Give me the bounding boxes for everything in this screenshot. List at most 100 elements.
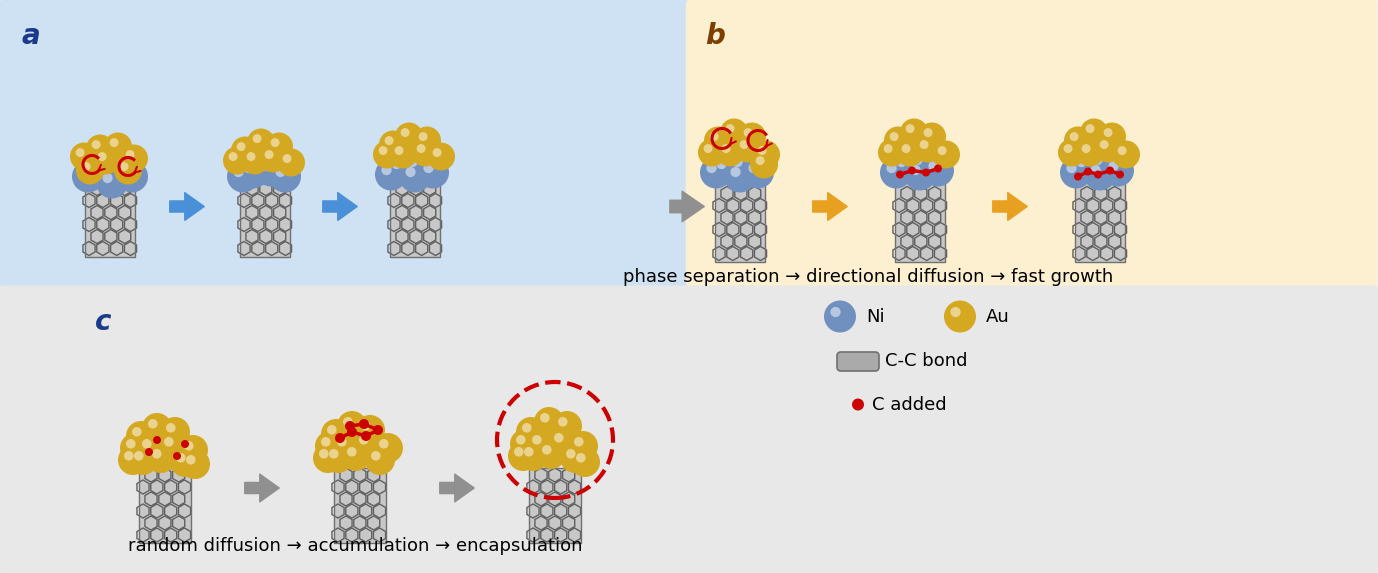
Circle shape <box>335 433 344 443</box>
FancyBboxPatch shape <box>85 179 135 257</box>
Circle shape <box>886 163 897 173</box>
Circle shape <box>395 123 423 151</box>
Circle shape <box>136 433 165 463</box>
Circle shape <box>1082 144 1090 153</box>
Text: Ni: Ni <box>865 308 885 325</box>
Circle shape <box>343 417 353 427</box>
Circle shape <box>755 156 765 165</box>
FancyArrowPatch shape <box>440 474 474 502</box>
Circle shape <box>554 433 564 442</box>
Circle shape <box>401 151 433 182</box>
Circle shape <box>710 132 718 141</box>
Circle shape <box>96 167 128 198</box>
Circle shape <box>540 413 550 423</box>
Circle shape <box>548 427 577 457</box>
Circle shape <box>740 140 748 149</box>
Circle shape <box>142 439 152 449</box>
FancyBboxPatch shape <box>240 179 289 257</box>
FancyBboxPatch shape <box>0 285 1378 573</box>
Circle shape <box>353 429 383 459</box>
Circle shape <box>124 451 134 461</box>
Circle shape <box>717 159 726 169</box>
Circle shape <box>347 447 357 457</box>
Circle shape <box>405 167 416 177</box>
Circle shape <box>896 139 925 167</box>
Circle shape <box>321 437 331 446</box>
Circle shape <box>419 132 427 141</box>
Circle shape <box>223 147 251 175</box>
Circle shape <box>265 132 294 160</box>
Circle shape <box>408 157 418 167</box>
Text: c: c <box>95 308 112 336</box>
Circle shape <box>1094 135 1122 163</box>
Text: C added: C added <box>872 395 947 414</box>
Circle shape <box>514 447 524 457</box>
Circle shape <box>181 440 189 448</box>
Circle shape <box>885 127 912 155</box>
Circle shape <box>120 162 128 171</box>
Circle shape <box>116 160 147 193</box>
Circle shape <box>233 167 244 177</box>
Circle shape <box>515 417 546 447</box>
Text: random diffusion → accumulation → encapsulation: random diffusion → accumulation → encaps… <box>128 537 583 555</box>
FancyBboxPatch shape <box>715 176 765 261</box>
Circle shape <box>109 159 119 169</box>
Circle shape <box>536 439 566 469</box>
Circle shape <box>901 144 911 153</box>
FancyArrowPatch shape <box>813 193 847 221</box>
Circle shape <box>316 431 344 461</box>
Circle shape <box>125 421 156 451</box>
FancyBboxPatch shape <box>894 176 945 261</box>
Circle shape <box>259 144 287 172</box>
Circle shape <box>937 146 947 155</box>
Circle shape <box>904 159 936 190</box>
Circle shape <box>145 448 153 456</box>
Circle shape <box>1069 151 1102 182</box>
Circle shape <box>379 131 407 159</box>
FancyArrowPatch shape <box>670 191 704 222</box>
Circle shape <box>338 437 347 446</box>
Circle shape <box>123 167 132 177</box>
Circle shape <box>313 443 343 473</box>
Circle shape <box>522 423 532 433</box>
Circle shape <box>566 449 576 458</box>
Circle shape <box>84 155 116 186</box>
Circle shape <box>852 398 864 410</box>
Circle shape <box>744 128 752 137</box>
Circle shape <box>265 150 274 159</box>
Circle shape <box>270 138 280 147</box>
Circle shape <box>373 433 402 463</box>
Circle shape <box>85 135 114 163</box>
Circle shape <box>923 128 933 137</box>
Circle shape <box>119 445 147 475</box>
FancyBboxPatch shape <box>390 179 440 257</box>
FancyBboxPatch shape <box>0 0 693 288</box>
Circle shape <box>76 156 103 185</box>
Circle shape <box>739 123 766 151</box>
Circle shape <box>147 419 157 429</box>
Circle shape <box>347 427 357 437</box>
Circle shape <box>70 143 98 171</box>
Circle shape <box>944 300 976 332</box>
Circle shape <box>730 167 740 177</box>
Circle shape <box>726 124 734 133</box>
Circle shape <box>1100 140 1108 149</box>
Circle shape <box>576 453 586 462</box>
FancyBboxPatch shape <box>529 468 582 543</box>
Circle shape <box>912 155 923 165</box>
Circle shape <box>1058 139 1086 167</box>
Circle shape <box>178 435 208 465</box>
Circle shape <box>174 452 181 460</box>
Circle shape <box>905 148 938 180</box>
Circle shape <box>929 161 938 171</box>
Circle shape <box>114 156 142 185</box>
Circle shape <box>922 168 930 176</box>
Circle shape <box>120 433 150 463</box>
Circle shape <box>1086 148 1118 180</box>
Circle shape <box>918 123 947 151</box>
Circle shape <box>134 451 143 461</box>
Circle shape <box>890 151 922 182</box>
Circle shape <box>340 441 371 471</box>
Circle shape <box>1094 171 1102 179</box>
FancyBboxPatch shape <box>1075 176 1124 261</box>
